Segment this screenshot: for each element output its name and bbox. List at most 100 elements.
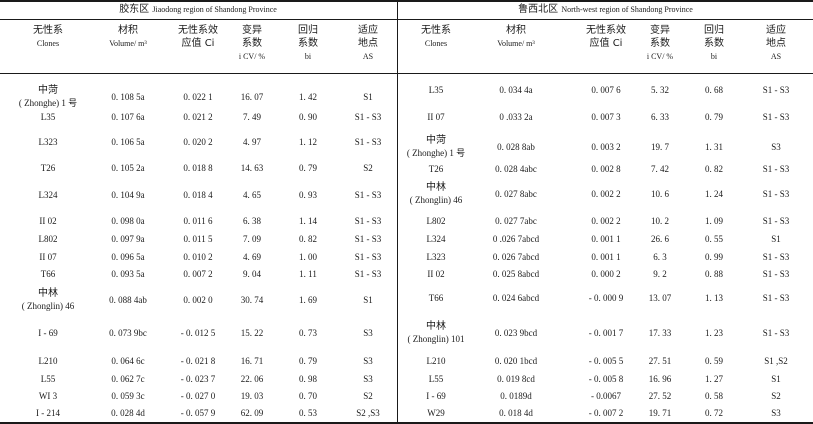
left-row-3-volume: 0. 106 5a <box>93 136 163 148</box>
left-row-7-adaptation-sites: S1 - S3 <box>337 233 399 245</box>
cell-line: S1 - S3 <box>762 269 790 279</box>
header-line: 无性系 <box>421 25 451 36</box>
cell-line: II 02 <box>39 216 57 226</box>
cell-line: II 02 <box>427 269 445 279</box>
cell-line: 6. 3 <box>653 252 667 262</box>
cell-line: 0. 73 <box>299 328 317 338</box>
cell-line: ( Zhonghe) 1 号 <box>18 98 78 108</box>
left-row-11-cv: 15. 22 <box>226 327 278 339</box>
right-row-15-adaptation-sites: S3 <box>745 407 807 419</box>
right-row-11-clone-effect: - 0. 001 7 <box>570 327 642 339</box>
cell-line: 1. 09 <box>705 216 723 226</box>
cell-line: 0. 68 <box>705 85 723 95</box>
header-line: 适应 <box>358 25 378 36</box>
right-row-11-regression: 1. 23 <box>689 327 739 339</box>
right-row-15-clone-name: W29 <box>394 407 478 419</box>
cell-line: 0. 021 2 <box>183 112 213 122</box>
cell-line: S3 <box>363 374 373 384</box>
cell-line: 22. 06 <box>240 374 264 384</box>
region-rule <box>0 19 813 20</box>
cell-line: S1 <box>771 374 781 384</box>
left-row-5-regression: 0. 93 <box>283 189 333 201</box>
right-row-9-clone-name: II 02 <box>394 268 478 280</box>
right-row-8-volume: 0. 026 7abcd <box>481 251 551 263</box>
right-row-4-adaptation-sites: S1 - S3 <box>745 163 807 175</box>
right-row-12-cv: 27. 51 <box>634 355 686 367</box>
left-row-1-volume: 0. 108 5a <box>93 91 163 103</box>
right-row-9-cv: 9. 2 <box>634 268 686 280</box>
cell-line: 0. 000 2 <box>591 269 621 279</box>
left-row-4-cv: 14. 63 <box>226 162 278 174</box>
left-header-clone-effect: 无性系效 应值 Ci <box>162 24 234 72</box>
right-row-3-regression: 1. 31 <box>689 141 739 153</box>
left-row-4-clone-effect: 0. 018 8 <box>162 162 234 174</box>
cell-line: - 0. 000 9 <box>588 293 624 303</box>
cell-line: L323 <box>38 137 58 147</box>
right-row-10-regression: 1. 13 <box>689 292 739 304</box>
cell-line: 1. 42 <box>299 92 317 102</box>
cell-line: 0. 82 <box>299 234 317 244</box>
left-row-9-volume: 0. 093 5a <box>93 268 163 280</box>
right-row-1-clone-effect: 0. 007 6 <box>570 84 642 96</box>
cell-line: 1. 13 <box>705 293 723 303</box>
cell-line: L210 <box>38 356 58 366</box>
cell-line: 0. 025 8abcd <box>492 269 540 279</box>
right-row-1-clone-name: L35 <box>394 84 478 96</box>
right-row-10-cv: 13. 07 <box>634 292 686 304</box>
left-row-15-cv: 62. 09 <box>226 407 278 419</box>
cell-line: 0. 028 4abc <box>495 164 537 174</box>
cell-line: - 0. 005 5 <box>588 356 624 366</box>
cell-line: 0. 097 9a <box>111 234 145 244</box>
cell-line: I - 69 <box>38 328 58 338</box>
left-row-13-clone-effect: - 0. 023 7 <box>162 373 234 385</box>
cell-line: II 07 <box>39 252 57 262</box>
cell-line: 0. 020 2 <box>183 137 213 147</box>
cell-line: 30. 74 <box>240 295 264 305</box>
right-row-3-cv: 19. 7 <box>634 141 686 153</box>
cell-line: - 0. 021 8 <box>180 356 216 366</box>
right-row-4-clone-name: T26 <box>394 163 478 175</box>
left-row-12-adaptation-sites: S3 <box>337 355 399 367</box>
right-row-14-regression: 0. 58 <box>689 390 739 402</box>
right-row-6-volume: 0. 027 7abc <box>481 215 551 227</box>
cell-line: 0. 028 8ab <box>497 142 535 152</box>
region-left-title: 胶东区 Jiaodong region of Shandong Province <box>119 4 277 15</box>
cell-line: 0. 59 <box>705 356 723 366</box>
right-row-4-clone-effect: 0. 002 8 <box>570 163 642 175</box>
right-header-clones: 无性系 Clones <box>394 24 478 72</box>
cell-line: L324 <box>426 234 446 244</box>
cell-line: 0. 70 <box>299 391 317 401</box>
left-row-4-volume: 0. 105 2a <box>93 162 163 174</box>
right-row-4-volume: 0. 028 4abc <box>481 163 551 175</box>
right-header-clone-effect: 无性系效 应值 Ci <box>570 24 642 72</box>
right-row-5-cv: 10. 6 <box>634 188 686 200</box>
header-line: 地点 <box>766 38 786 49</box>
left-row-7-clone-name: L802 <box>6 233 90 245</box>
cell-line: 19. 7 <box>651 142 669 152</box>
left-row-6-cv: 6. 38 <box>226 215 278 227</box>
header-line: 系数 <box>650 38 670 49</box>
cell-line: 0. 002 2 <box>591 189 621 199</box>
cell-line: 0 .033 2a <box>499 112 533 122</box>
cell-line: 0. 028 4d <box>111 408 145 418</box>
cell-line: 0. 062 7c <box>111 374 145 384</box>
cell-line: 7. 09 <box>243 234 261 244</box>
header-sub: AS <box>362 52 374 61</box>
cell-line: 0. 018 8 <box>183 163 213 173</box>
top-rule <box>0 0 813 2</box>
right-row-13-regression: 1. 27 <box>689 373 739 385</box>
left-row-12-clone-effect: - 0. 021 8 <box>162 355 234 367</box>
left-row-15-regression: 0. 53 <box>283 407 333 419</box>
cell-line: 19. 71 <box>648 408 672 418</box>
cell-line: 10. 6 <box>651 189 669 199</box>
cell-line: 10. 2 <box>651 216 669 226</box>
cell-line: II 07 <box>427 112 445 122</box>
cell-line: 0. 098 0a <box>111 216 145 226</box>
left-row-12-cv: 16. 71 <box>226 355 278 367</box>
left-row-6-adaptation-sites: S1 - S3 <box>337 215 399 227</box>
header-line: 回归 <box>704 25 724 36</box>
right-row-14-clone-effect: - 0.0067 <box>570 390 642 402</box>
right-row-1-regression: 0. 68 <box>689 84 739 96</box>
cell-line: S1 - S3 <box>354 234 382 244</box>
cell-line: T26 <box>428 164 444 174</box>
